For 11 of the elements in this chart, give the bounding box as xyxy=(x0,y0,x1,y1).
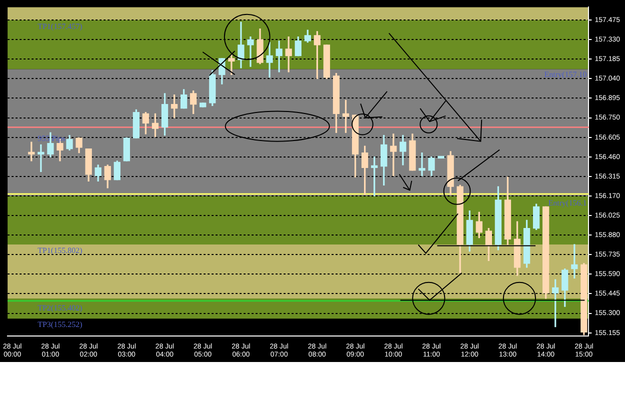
annotation: TP1(155.802) xyxy=(38,246,83,255)
annotation: TP3(155.252) xyxy=(38,320,83,329)
candlestick xyxy=(38,144,44,172)
annotation: 955 Pips xyxy=(38,134,66,143)
candlestick xyxy=(418,152,426,176)
candlestick xyxy=(247,36,254,67)
annotation: Entry(156.1 xyxy=(548,198,587,208)
annotation: TP1(157.457) xyxy=(38,22,83,32)
candlestick xyxy=(266,42,273,78)
annotation: Entry(157.10 xyxy=(544,70,587,80)
annotation: TP2(155.402) xyxy=(38,303,83,312)
